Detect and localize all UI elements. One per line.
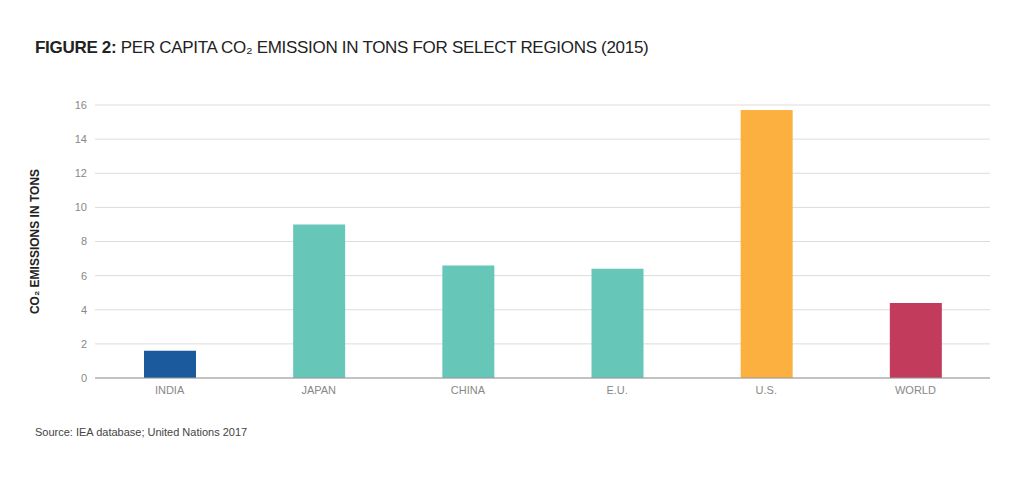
svg-text:0: 0 [81,372,87,384]
svg-text:WORLD: WORLD [895,384,936,396]
svg-text:CHINA: CHINA [451,384,486,396]
svg-text:CO₂ EMISSIONS IN TONS: CO₂ EMISSIONS IN TONS [28,169,42,314]
svg-text:E.U.: E.U. [606,384,627,396]
svg-text:U.S.: U.S. [756,384,777,396]
svg-text:16: 16 [75,99,87,111]
svg-text:JAPAN: JAPAN [301,384,336,396]
svg-text:6: 6 [81,270,87,282]
svg-text:14: 14 [75,133,87,145]
html-text:Source: IEA database; United N: Source: IEA database; United Nations 201… [35,426,248,438]
svg-text:10: 10 [75,201,87,213]
svg-text:4: 4 [81,304,87,316]
html-text:FIGURE 2: PER CAPITA CO₂ EMISS: FIGURE 2: PER CAPITA CO₂ EMISSION IN TON… [35,38,649,57]
svg-text:2: 2 [81,338,87,350]
svg-text:12: 12 [75,167,87,179]
svg-text:8: 8 [81,235,87,247]
svg-text:INDIA: INDIA [155,384,185,396]
